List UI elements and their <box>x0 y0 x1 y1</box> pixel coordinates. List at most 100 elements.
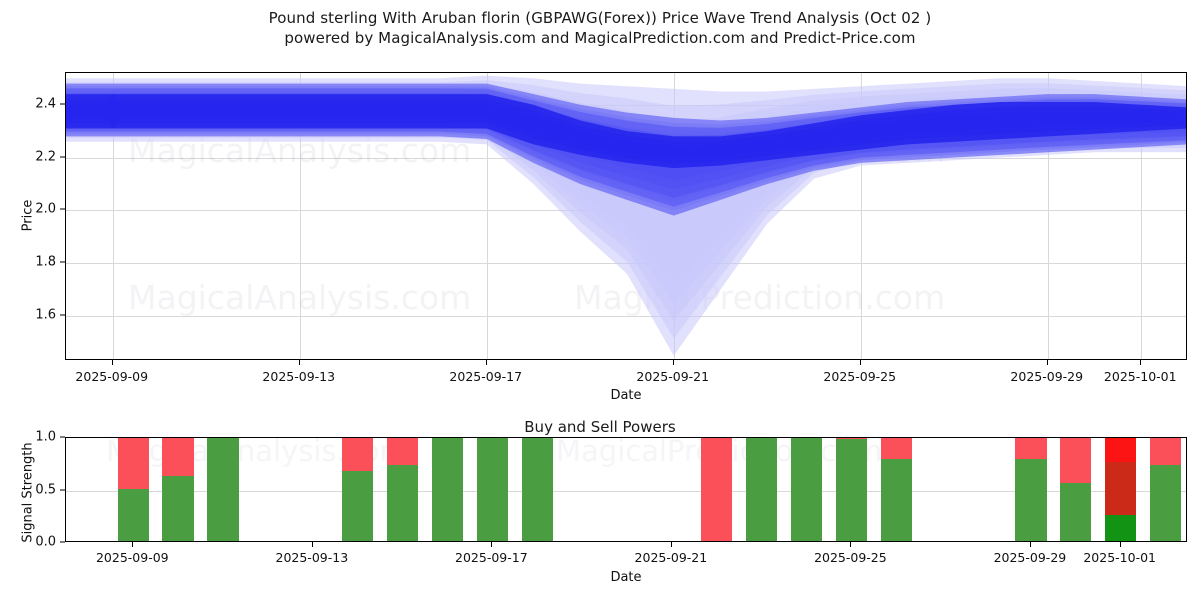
signal-x-tick-label: 2025-10-01 <box>1083 550 1156 565</box>
bar-segment-sell <box>342 438 374 471</box>
bar-segment-sell <box>701 438 733 541</box>
price-x-tick-label: 2025-10-01 <box>1103 369 1177 384</box>
title-line-1: Pound sterling With Aruban florin (GBPAW… <box>268 9 932 27</box>
price-gridline-v <box>1141 73 1143 359</box>
wave-layer <box>66 104 1186 159</box>
bar-segment-buy <box>1060 483 1092 541</box>
signal-x-tick-mark <box>1029 542 1031 547</box>
bar-segment-buy <box>790 438 823 541</box>
price-x-axis-title: Date <box>610 388 642 403</box>
price-x-tick-label: 2025-09-17 <box>449 369 523 384</box>
price-gridline-v <box>112 73 114 359</box>
price-y-tick-label: 1.8 <box>35 254 56 270</box>
bar-segment-sell <box>880 438 912 460</box>
bar-segment-buy <box>1149 465 1182 541</box>
signal-x-tick-mark <box>491 542 493 547</box>
buy-sell-title: Buy and Sell Powers <box>524 418 676 436</box>
price-x-tick-mark <box>1046 360 1048 365</box>
price-x-tick-label: 2025-09-13 <box>262 369 336 384</box>
price-x-tick-mark <box>298 360 300 365</box>
signal-bar[interactable] <box>835 438 868 541</box>
bar-segment-sell <box>1104 462 1137 515</box>
signal-bar[interactable] <box>1104 438 1137 541</box>
price-x-tick-label: 2025-09-29 <box>1010 369 1084 384</box>
price-y-axis-title: Price <box>20 199 36 232</box>
signal-y-tick-label: 1.0 <box>35 429 56 445</box>
bar-segment-buy <box>476 438 509 541</box>
price-gridline-v <box>860 73 862 359</box>
price-y-tick-label: 2.2 <box>35 149 56 165</box>
signal-bar[interactable] <box>207 438 239 541</box>
bar-segment-buy <box>431 438 464 541</box>
wave-start-cap <box>106 94 119 129</box>
bar-segment-sell <box>1060 438 1092 484</box>
bar-segment-sell <box>386 438 419 466</box>
bar-segment-buy <box>117 488 150 541</box>
signal-x-tick-label: 2025-09-09 <box>95 550 169 565</box>
price-y-tick-mark <box>60 314 65 316</box>
price-x-tick-mark <box>672 360 674 365</box>
price-wave-band <box>66 75 1186 356</box>
signal-x-tick-mark <box>670 542 672 547</box>
price-x-tick-label: 2025-09-25 <box>823 369 897 384</box>
signal-bar[interactable] <box>476 438 509 541</box>
price-gridline-v <box>486 73 488 359</box>
bar-segment-buy <box>386 465 419 541</box>
bar-segment-strong-buy <box>1104 514 1137 541</box>
signal-bar[interactable] <box>162 438 194 541</box>
price-x-tick-mark <box>485 360 487 365</box>
bar-segment-strong-sell <box>1104 438 1137 463</box>
signal-x-tick-label: 2025-09-21 <box>634 550 708 565</box>
signal-bar[interactable] <box>790 438 823 541</box>
signal-bar[interactable] <box>431 438 464 541</box>
price-wave-plot-area: MagicalAnalysis.comMagicalPrediction.com… <box>65 72 1187 360</box>
signal-x-tick-mark <box>1119 542 1121 547</box>
signal-x-axis-title: Date <box>610 570 642 585</box>
price-x-tick-label: 2025-09-21 <box>636 369 710 384</box>
signal-bar[interactable] <box>342 438 374 541</box>
bar-segment-buy <box>880 459 912 541</box>
price-y-tick-mark <box>60 208 65 210</box>
signal-x-tick-mark <box>132 542 134 547</box>
wave-layer <box>66 102 1186 252</box>
signal-y-tick-label: 0.0 <box>35 534 56 550</box>
signal-x-tick-label: 2025-09-13 <box>275 550 349 565</box>
bar-segment-buy <box>835 439 868 541</box>
signal-y-tick-mark <box>60 541 65 543</box>
signal-bar[interactable] <box>701 438 733 541</box>
signal-bar[interactable] <box>880 438 912 541</box>
price-y-tick-label: 1.6 <box>35 307 56 323</box>
signal-x-tick-label: 2025-09-25 <box>814 550 887 565</box>
price-gridline <box>66 316 1186 318</box>
bar-segment-sell <box>162 438 194 476</box>
signal-x-tick-mark <box>850 542 852 547</box>
signal-bar[interactable] <box>1060 438 1092 541</box>
signal-x-tick-label: 2025-09-29 <box>993 550 1067 565</box>
signal-bar[interactable] <box>1015 438 1047 541</box>
bar-segment-sell <box>1149 438 1182 466</box>
bar-segment-sell <box>835 438 868 440</box>
signal-bar[interactable] <box>521 438 553 541</box>
buy-sell-panel: Buy and Sell Powers MagicalAnalysis.comM… <box>0 405 1200 600</box>
price-y-tick-mark <box>60 156 65 158</box>
bar-segment-buy <box>207 438 239 541</box>
signal-bar[interactable] <box>1149 438 1182 541</box>
page-title: Pound sterling With Aruban florin (GBPAW… <box>0 8 1200 48</box>
signal-x-tick-mark <box>311 542 313 547</box>
signal-bar[interactable] <box>745 438 778 541</box>
signal-gridline <box>66 490 1186 492</box>
title-line-2: powered by MagicalAnalysis.com and Magic… <box>284 29 916 47</box>
signal-bar[interactable] <box>386 438 419 541</box>
price-x-tick-mark <box>111 360 113 365</box>
price-wave-panel: MagicalAnalysis.comMagicalPrediction.com… <box>20 72 1187 403</box>
bar-segment-buy <box>1015 459 1047 541</box>
bar-segment-buy <box>162 475 194 541</box>
wave-end-cap <box>1182 107 1186 128</box>
price-y-tick-mark <box>60 103 65 105</box>
signal-y-tick-mark <box>60 436 65 438</box>
price-y-tick-mark <box>60 261 65 263</box>
signal-bar[interactable] <box>117 438 150 541</box>
signal-y-axis-title: Signal Strength <box>20 442 36 543</box>
